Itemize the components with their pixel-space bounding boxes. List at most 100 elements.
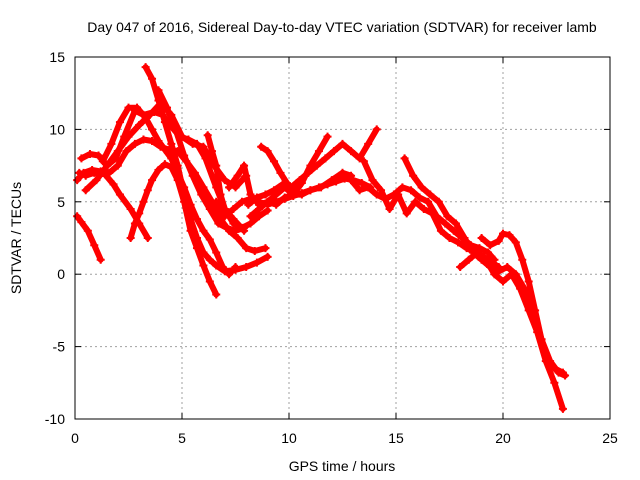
y-tick-label: -5 — [53, 339, 66, 355]
data-point — [338, 168, 347, 177]
data-point — [460, 234, 469, 242]
data-point — [426, 190, 435, 199]
y-tick-label: 10 — [49, 121, 65, 137]
data-point — [443, 212, 452, 221]
data-point — [297, 190, 306, 199]
data-point — [558, 404, 567, 413]
data-point — [255, 212, 264, 221]
data-point — [424, 197, 433, 206]
data-point — [550, 364, 559, 373]
series-sat-19 — [456, 248, 567, 413]
x-tick-label: 15 — [388, 430, 404, 446]
data-point — [148, 74, 157, 83]
data-point — [135, 219, 144, 228]
data-point — [199, 248, 208, 257]
data-point — [139, 135, 148, 144]
data-point — [503, 262, 512, 271]
series-sat-07 — [126, 160, 221, 299]
data-point — [306, 186, 315, 195]
series-sat-20 — [477, 229, 567, 377]
data-point — [173, 176, 182, 185]
data-point — [186, 215, 195, 224]
data-point — [180, 151, 189, 160]
series-sat-14 — [244, 125, 381, 209]
data-point — [272, 190, 281, 199]
x-tick-label: 20 — [495, 430, 511, 446]
data-point — [124, 103, 133, 112]
data-point — [192, 234, 201, 242]
data-point — [233, 234, 242, 242]
data-point — [143, 234, 152, 242]
data-point — [173, 161, 182, 170]
data-point — [445, 234, 454, 242]
data-point — [428, 209, 437, 218]
data-point — [190, 168, 199, 177]
data-point — [543, 357, 552, 366]
data-point — [246, 190, 255, 199]
data-point — [79, 168, 88, 177]
data-point — [141, 63, 150, 72]
data-point — [212, 261, 221, 270]
y-axis-label: SDTVAR / TECUs — [8, 182, 24, 294]
data-point — [240, 161, 249, 170]
data-point — [464, 255, 473, 264]
data-point — [473, 248, 482, 257]
data-point — [244, 200, 253, 209]
plot-frame — [74, 56, 611, 420]
plot-area — [73, 63, 570, 413]
data-point — [212, 248, 221, 257]
data-point — [73, 212, 82, 221]
data-point — [347, 147, 356, 156]
chart-title: Day 047 of 2016, Sidereal Day-to-day VTE… — [87, 19, 597, 35]
data-point — [192, 215, 201, 224]
data-point — [88, 165, 97, 174]
x-tick-label: 10 — [281, 430, 297, 446]
data-point — [199, 142, 208, 151]
data-point — [304, 168, 313, 177]
data-point — [327, 176, 336, 185]
data-point — [203, 131, 212, 140]
data-point — [199, 226, 208, 235]
data-point — [233, 171, 242, 180]
data-point — [212, 197, 221, 206]
data-point — [372, 190, 381, 199]
data-point — [207, 197, 216, 206]
data-point — [154, 96, 163, 105]
data-point — [454, 238, 463, 247]
data-point — [347, 171, 356, 180]
data-point — [406, 186, 415, 195]
data-point — [107, 139, 116, 148]
data-point — [477, 234, 486, 242]
data-point — [323, 132, 332, 141]
data-point — [511, 238, 520, 247]
data-point — [192, 244, 201, 253]
data-point — [160, 160, 169, 169]
data-point — [329, 147, 338, 156]
data-point — [355, 154, 364, 163]
data-point — [105, 168, 114, 177]
data-point — [377, 186, 386, 195]
data-point — [295, 176, 304, 185]
data-point — [167, 154, 176, 163]
data-point — [357, 178, 366, 187]
data-point — [124, 132, 133, 141]
data-point — [103, 161, 112, 170]
data-point — [197, 190, 206, 199]
data-point — [229, 219, 238, 228]
data-point — [252, 258, 261, 267]
y-tick-label: -10 — [45, 411, 65, 427]
data-point — [143, 186, 152, 195]
data-point — [214, 219, 223, 228]
data-point — [237, 223, 246, 232]
data-point — [98, 157, 107, 166]
data-point — [205, 277, 214, 286]
data-point — [449, 226, 458, 235]
data-point — [225, 183, 234, 192]
data-point — [212, 161, 221, 170]
series-trace — [245, 126, 380, 208]
data-point — [92, 176, 101, 185]
data-point — [312, 161, 321, 170]
data-point — [434, 197, 443, 206]
series-trace — [127, 161, 220, 298]
data-point — [231, 226, 240, 235]
